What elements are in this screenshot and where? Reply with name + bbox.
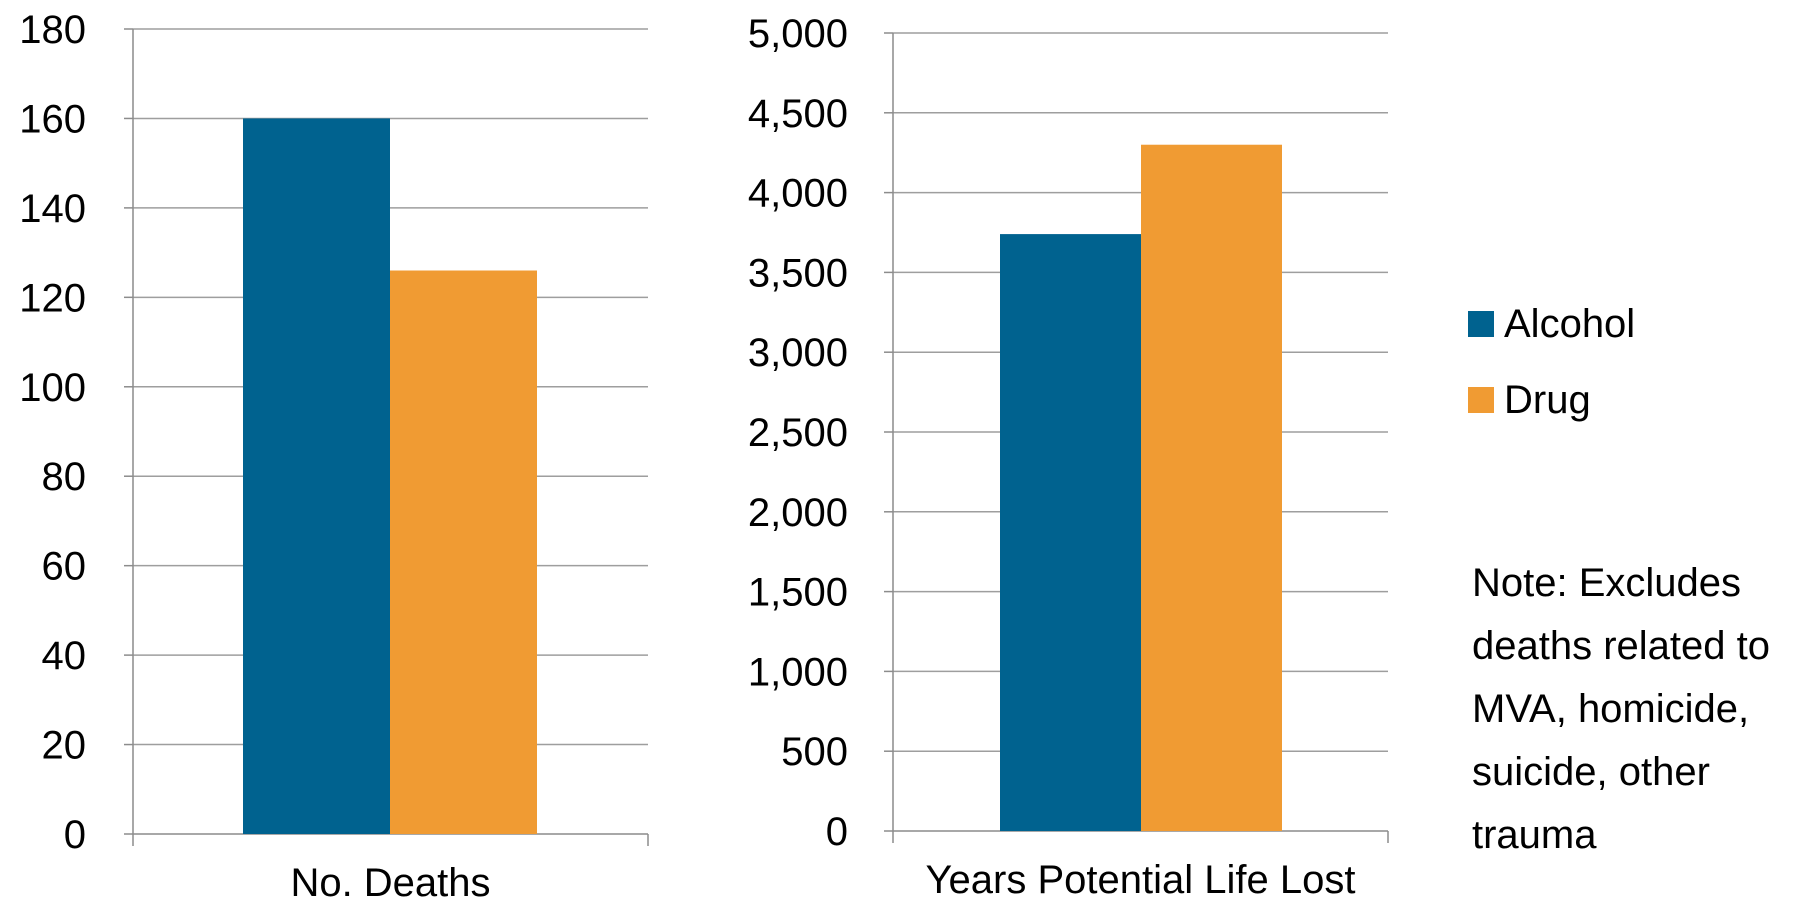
legend-label-drug: Drug — [1504, 378, 1591, 422]
bar-alcohol — [1000, 234, 1141, 831]
legend-swatch-alcohol — [1468, 311, 1494, 337]
legend-swatch-drug — [1468, 387, 1494, 413]
footnote: Note: Excludes deaths related to MVA, ho… — [1472, 561, 1770, 857]
bar-drug — [390, 270, 537, 834]
y-tick-label: 3,500 — [748, 251, 848, 295]
y-tick-label: 180 — [19, 8, 86, 52]
y-tick-label: 40 — [42, 634, 87, 678]
legend-item-drug: Drug — [1468, 362, 1635, 438]
legend-item-alcohol: Alcohol — [1468, 286, 1635, 362]
y-tick-label: 5,000 — [748, 12, 848, 56]
y-tick-label: 100 — [19, 366, 86, 410]
y-tick-label: 2,500 — [748, 411, 848, 455]
y-tick-label: 1,500 — [748, 571, 848, 615]
y-tick-label: 0 — [826, 810, 848, 854]
legend: Alcohol Drug — [1468, 286, 1635, 438]
y-tick-label: 2,000 — [748, 491, 848, 535]
x-category-label: Years Potential Life Lost — [926, 858, 1356, 902]
y-tick-label: 500 — [781, 730, 848, 774]
x-category-label: No. Deaths — [290, 861, 490, 905]
y-tick-label: 1,000 — [748, 650, 848, 694]
y-tick-label: 80 — [42, 455, 87, 499]
legend-label-alcohol: Alcohol — [1504, 302, 1636, 346]
y-tick-label: 140 — [19, 187, 86, 231]
y-tick-label: 60 — [42, 545, 87, 589]
bar-drug — [1141, 144, 1282, 832]
bar-alcohol — [243, 118, 390, 834]
y-tick-label: 120 — [19, 276, 86, 320]
y-tick-label: 4,500 — [748, 92, 848, 136]
y-tick-label: 20 — [42, 724, 87, 768]
y-tick-label: 4,000 — [748, 172, 848, 216]
y-tick-label: 160 — [19, 97, 86, 141]
y-tick-label: 0 — [64, 813, 86, 857]
y-tick-label: 3,000 — [748, 331, 848, 375]
